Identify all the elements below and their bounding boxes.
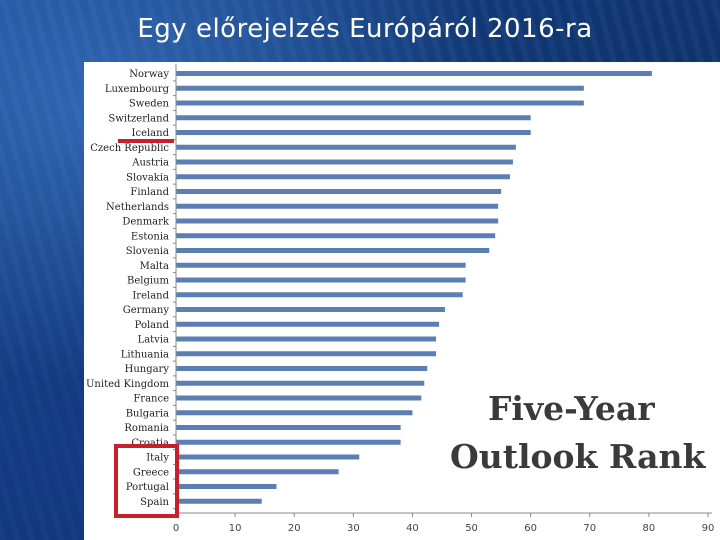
x-tick-label: 60 (524, 523, 537, 534)
category-label: Czech Republic (90, 143, 169, 154)
bar-france (176, 395, 422, 401)
category-labels: Norway Luxembourg Sweden Switzerland Iceland… (86, 69, 176, 510)
bar-latvia (176, 336, 437, 342)
bar-lithuania (176, 351, 437, 357)
category-label: Croatia (131, 438, 169, 449)
x-axis-ticks: 0 10 20 30 40 50 60 70 80 90 (173, 513, 715, 534)
bar-germany (176, 307, 445, 312)
bar-romania (176, 425, 401, 430)
bar-poland (176, 321, 440, 327)
highlight-box (114, 444, 179, 518)
bar-bulgaria (176, 410, 413, 416)
x-tick-label: 80 (643, 523, 656, 534)
category-label: Switzerland (108, 113, 169, 124)
category-label: Bulgaria (126, 408, 169, 419)
bar-czech-republic (176, 144, 516, 150)
category-label: Greece (133, 467, 169, 478)
x-tick-label: 70 (583, 523, 596, 534)
bar-hungary (176, 366, 428, 371)
bar-switzerland (176, 115, 531, 121)
bar-italy (176, 454, 360, 460)
category-label: Portugal (126, 482, 169, 493)
category-label: Spain (140, 497, 169, 508)
chart-panel (84, 62, 720, 540)
bar-portugal (176, 484, 277, 489)
category-label: Luxembourg (105, 84, 170, 95)
x-tick-label: 30 (347, 523, 360, 534)
bars-group (176, 71, 652, 504)
x-tick-label: 20 (288, 523, 301, 534)
category-label: Norway (129, 69, 169, 80)
bar-iceland (176, 130, 531, 135)
category-label: Germany (123, 305, 170, 316)
category-label: Hungary (125, 364, 170, 375)
category-label: Finland (130, 187, 169, 198)
bar-spain (176, 498, 262, 504)
chart-title-line-1: Five-Year (488, 389, 655, 428)
bar-luxembourg (176, 85, 584, 91)
slide-title: Egy előrejelzés Európáról 2016-ra (137, 14, 593, 44)
x-tick-label: 90 (702, 523, 715, 534)
bar-united-kingdom (176, 380, 425, 386)
x-tick-label: 0 (173, 523, 179, 534)
category-label: Lithuania (121, 349, 169, 360)
bar-norway (176, 71, 652, 76)
category-label: Belgium (127, 276, 170, 287)
bar-belgium (176, 277, 466, 283)
category-label: Latvia (138, 335, 169, 346)
bar-sweden (176, 100, 584, 106)
bar-finland (176, 189, 502, 194)
bar-austria (176, 159, 513, 165)
category-label: France (133, 394, 169, 405)
bar-denmark (176, 218, 499, 224)
bar-ireland (176, 292, 463, 298)
category-label: Slovenia (126, 246, 169, 257)
bar-slovenia (176, 248, 490, 253)
bar-estonia (176, 233, 496, 239)
bar-croatia (176, 439, 401, 445)
category-label: Malta (140, 261, 169, 272)
category-label: Sweden (129, 99, 170, 110)
bar-netherlands (176, 203, 499, 209)
category-label: Austria (131, 158, 169, 169)
chart-title-line-2: Outlook Rank (450, 437, 706, 476)
category-label: Netherlands (106, 202, 169, 213)
category-label: Slovakia (126, 172, 169, 183)
x-tick-label: 40 (406, 523, 419, 534)
category-label: United Kingdom (86, 379, 170, 390)
category-label: Estonia (131, 231, 169, 242)
category-label: Iceland (132, 128, 170, 139)
x-tick-label: 50 (465, 523, 478, 534)
category-label: Denmark (122, 217, 170, 228)
x-tick-label: 10 (229, 523, 242, 534)
category-label: Italy (146, 453, 169, 464)
bar-malta (176, 262, 466, 268)
category-label: Ireland (132, 290, 169, 301)
bar-greece (176, 469, 339, 475)
category-label: Poland (135, 320, 170, 331)
category-label: Romania (124, 423, 169, 434)
bar-slovakia (176, 174, 510, 180)
